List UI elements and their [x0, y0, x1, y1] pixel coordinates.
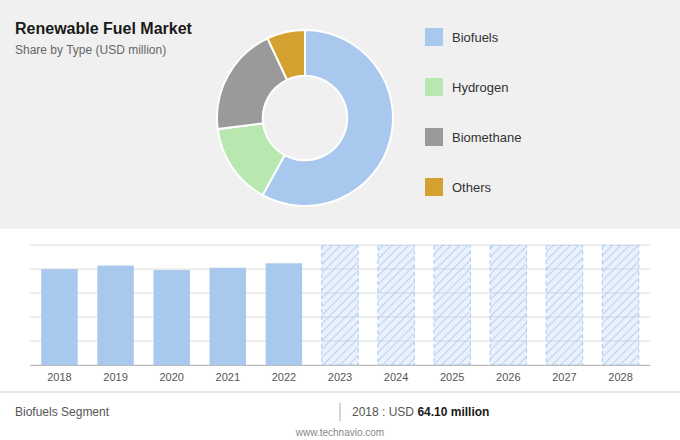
forecast-bar	[490, 245, 526, 365]
grid	[30, 245, 650, 365]
forecast-bar	[378, 245, 414, 365]
footer-value-bold: 64.10 million	[417, 405, 489, 419]
x-tick-label: 2018	[47, 371, 71, 383]
donut-slice	[268, 30, 305, 80]
x-axis: 2018 2019 2020 2021 2022 2023 2024 2025 2026 2027…	[31, 366, 651, 383]
footer-url: www.technavio.com	[295, 427, 384, 438]
top-panel	[0, 0, 680, 229]
x-tick-label: 2024	[384, 371, 408, 383]
legend: Biofuels Hydrogen Biomethane Others	[425, 28, 521, 196]
footer-label: Biofuels Segment	[15, 405, 110, 419]
x-tick-label: 2025	[440, 371, 464, 383]
footer-divider	[340, 403, 341, 421]
legend-item: Biomethane	[425, 128, 521, 146]
x-tick: 2026	[496, 371, 520, 383]
x-tick: 2025	[440, 371, 464, 383]
legend-swatch	[425, 128, 443, 146]
legend-label: Hydrogen	[452, 80, 508, 95]
legend-item: Biofuels	[425, 28, 499, 46]
x-tick-label: 2026	[496, 371, 520, 383]
legend-label: Others	[452, 180, 492, 195]
axis-domain	[31, 365, 651, 366]
x-tick-label: 2021	[216, 371, 240, 383]
bar	[97, 266, 133, 365]
legend-label: Biomethane	[452, 130, 521, 145]
forecast-bar	[546, 245, 582, 365]
x-tick-label: 2022	[272, 371, 296, 383]
x-tick: 2019	[103, 371, 127, 383]
x-tick: 2023	[328, 371, 352, 383]
x-tick: 2022	[272, 371, 296, 383]
bar	[266, 263, 302, 365]
legend-item: Others	[425, 178, 492, 196]
forecast-bar	[602, 245, 638, 365]
legend-swatch	[425, 28, 443, 46]
x-tick: 2020	[159, 371, 183, 383]
x-tick: 2027	[552, 371, 576, 383]
x-tick-label: 2023	[328, 371, 352, 383]
x-tick: 2021	[216, 371, 240, 383]
footer-value-prefix: 2018 : USD	[352, 405, 417, 419]
donut-slice	[263, 30, 393, 206]
x-tick-label: 2027	[552, 371, 576, 383]
donut	[217, 30, 393, 206]
chart-root: Renewable Fuel Market Share by Type (USD …	[0, 0, 680, 440]
bars	[41, 245, 639, 365]
legend-swatch	[425, 78, 443, 96]
x-tick: 2028	[608, 371, 632, 383]
legend-item: Hydrogen	[425, 78, 508, 96]
footer-separator	[0, 392, 680, 393]
footer-value: 2018 : USD 64.10 million	[352, 405, 489, 419]
bar	[153, 270, 189, 365]
x-tick: 2018	[47, 371, 71, 383]
bar	[41, 269, 77, 365]
bar	[210, 268, 246, 365]
title: Renewable Fuel Market	[15, 20, 193, 37]
x-tick-label: 2020	[159, 371, 183, 383]
x-tick-label: 2019	[103, 371, 127, 383]
subtitle: Share by Type (USD million)	[15, 43, 166, 57]
x-tick: 2024	[384, 371, 408, 383]
forecast-bar	[434, 245, 470, 365]
x-tick-label: 2028	[608, 371, 632, 383]
legend-swatch	[425, 178, 443, 196]
donut-slice	[218, 123, 285, 195]
legend-label: Biofuels	[452, 30, 499, 45]
forecast-bar	[322, 245, 358, 365]
